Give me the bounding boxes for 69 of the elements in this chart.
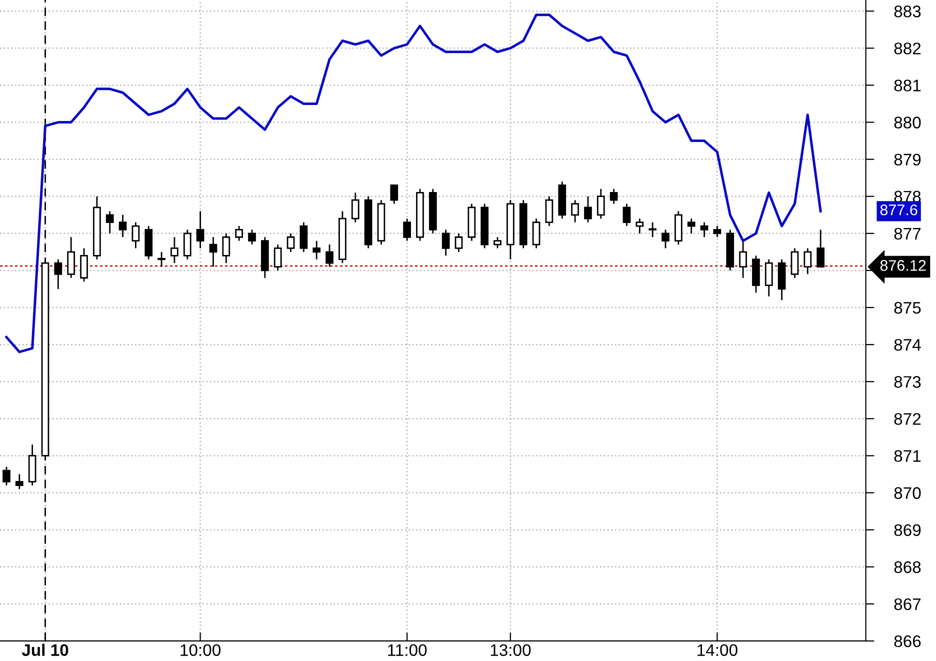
candlestick	[454, 232, 463, 253]
candlestick	[209, 236, 218, 268]
candlestick	[636, 218, 644, 234]
candlestick	[312, 240, 321, 260]
y-tick-label: 869	[894, 524, 921, 536]
candlestick	[532, 218, 540, 249]
y-tick-label: 875	[894, 302, 921, 314]
candlestick	[222, 232, 230, 264]
y-tick-label: 877	[894, 228, 921, 240]
candlestick	[2, 466, 10, 486]
candlestick	[403, 218, 411, 242]
y-tick-label: 880	[894, 116, 921, 128]
candlestick	[80, 248, 88, 282]
y-tick-label: 867	[894, 598, 921, 610]
candlestick	[235, 225, 243, 242]
y-tick-label: 881	[894, 80, 921, 92]
candlestick	[132, 222, 140, 249]
x-tick-label: 11:00	[388, 644, 427, 656]
candlestick	[648, 222, 657, 238]
candlestick	[584, 196, 592, 223]
candlestick	[286, 232, 295, 253]
candlestick	[494, 236, 502, 249]
candlestick	[248, 229, 256, 246]
candlestick	[764, 258, 773, 298]
x-tick-label: 13:00	[490, 644, 531, 656]
candlestick	[571, 199, 579, 223]
y-tick-label: 874	[894, 338, 921, 351]
candlestick	[790, 248, 799, 279]
candlestick	[274, 244, 282, 272]
y-tick-label: 866	[894, 635, 921, 648]
y-tick-label: 879	[894, 154, 921, 166]
x-tick-label: Jul 10	[22, 644, 68, 656]
candlestick	[67, 236, 75, 279]
candlestick	[662, 229, 670, 249]
candlestick	[545, 196, 554, 227]
candlestick	[118, 214, 127, 238]
candlestick	[54, 258, 62, 290]
y-tick-label: 871	[894, 450, 921, 462]
y-tick-label: 882	[894, 42, 921, 54]
text: 876.12	[880, 260, 926, 271]
candlestick	[804, 248, 812, 275]
x-tick-label: 14:00	[698, 644, 738, 656]
candlestick	[739, 240, 747, 279]
y-tick-label: 872	[894, 413, 921, 425]
line-series	[5, 14, 822, 354]
candlestick	[390, 184, 398, 204]
candlestick	[687, 218, 696, 234]
candlestick	[106, 210, 114, 234]
y-tick-label: 883	[894, 6, 921, 18]
candlestick	[610, 188, 618, 204]
candlestick	[713, 225, 722, 238]
candlestick	[700, 222, 708, 238]
candlestick	[622, 203, 631, 227]
candlestick	[196, 210, 204, 249]
candlestick	[596, 188, 605, 220]
candlestick	[300, 222, 308, 253]
candlestick	[158, 251, 166, 268]
candlestick	[816, 229, 824, 268]
text: 877.6	[880, 204, 918, 216]
y-tick-label: 870	[894, 487, 921, 499]
candlestick	[326, 244, 334, 268]
candlestick	[183, 229, 192, 260]
x-tick-label: 10:00	[180, 644, 220, 656]
candlestick	[351, 192, 360, 223]
y-tick-label: 873	[894, 376, 921, 388]
candlestick	[170, 236, 178, 264]
y-tick-label: 868	[894, 561, 921, 574]
candlestick	[442, 229, 450, 256]
candlestick	[15, 474, 24, 490]
